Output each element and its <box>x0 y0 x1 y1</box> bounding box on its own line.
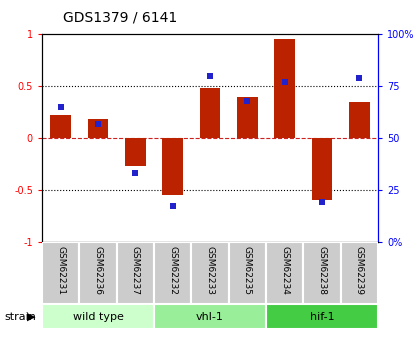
Text: wild type: wild type <box>73 312 123 322</box>
Text: GSM62235: GSM62235 <box>243 246 252 295</box>
Text: strain: strain <box>4 312 36 322</box>
Text: GSM62231: GSM62231 <box>56 246 65 295</box>
Text: GSM62232: GSM62232 <box>168 246 177 295</box>
Bar <box>266 304 378 329</box>
Bar <box>42 304 154 329</box>
Bar <box>341 241 378 304</box>
Bar <box>125 138 146 166</box>
Bar <box>303 241 341 304</box>
Text: hif-1: hif-1 <box>310 312 334 322</box>
Bar <box>274 39 295 138</box>
Text: GSM62233: GSM62233 <box>205 246 215 295</box>
Bar <box>163 138 183 195</box>
Bar <box>88 119 108 138</box>
Text: vhl-1: vhl-1 <box>196 312 224 322</box>
Bar <box>266 241 303 304</box>
Bar <box>192 241 228 304</box>
Text: ▶: ▶ <box>27 312 36 322</box>
Bar <box>312 138 332 200</box>
Text: GSM62234: GSM62234 <box>280 246 289 295</box>
Bar <box>200 88 220 138</box>
Bar <box>50 115 71 138</box>
Bar <box>117 241 154 304</box>
Text: GSM62239: GSM62239 <box>355 246 364 295</box>
Bar <box>154 241 192 304</box>
Text: GSM62238: GSM62238 <box>318 246 326 295</box>
Bar <box>154 304 266 329</box>
Bar <box>42 241 79 304</box>
Text: GSM62236: GSM62236 <box>94 246 102 295</box>
Text: GDS1379 / 6141: GDS1379 / 6141 <box>63 10 177 24</box>
Bar <box>349 102 370 138</box>
Bar <box>228 241 266 304</box>
Text: GSM62237: GSM62237 <box>131 246 140 295</box>
Bar <box>79 241 117 304</box>
Bar <box>237 97 257 138</box>
